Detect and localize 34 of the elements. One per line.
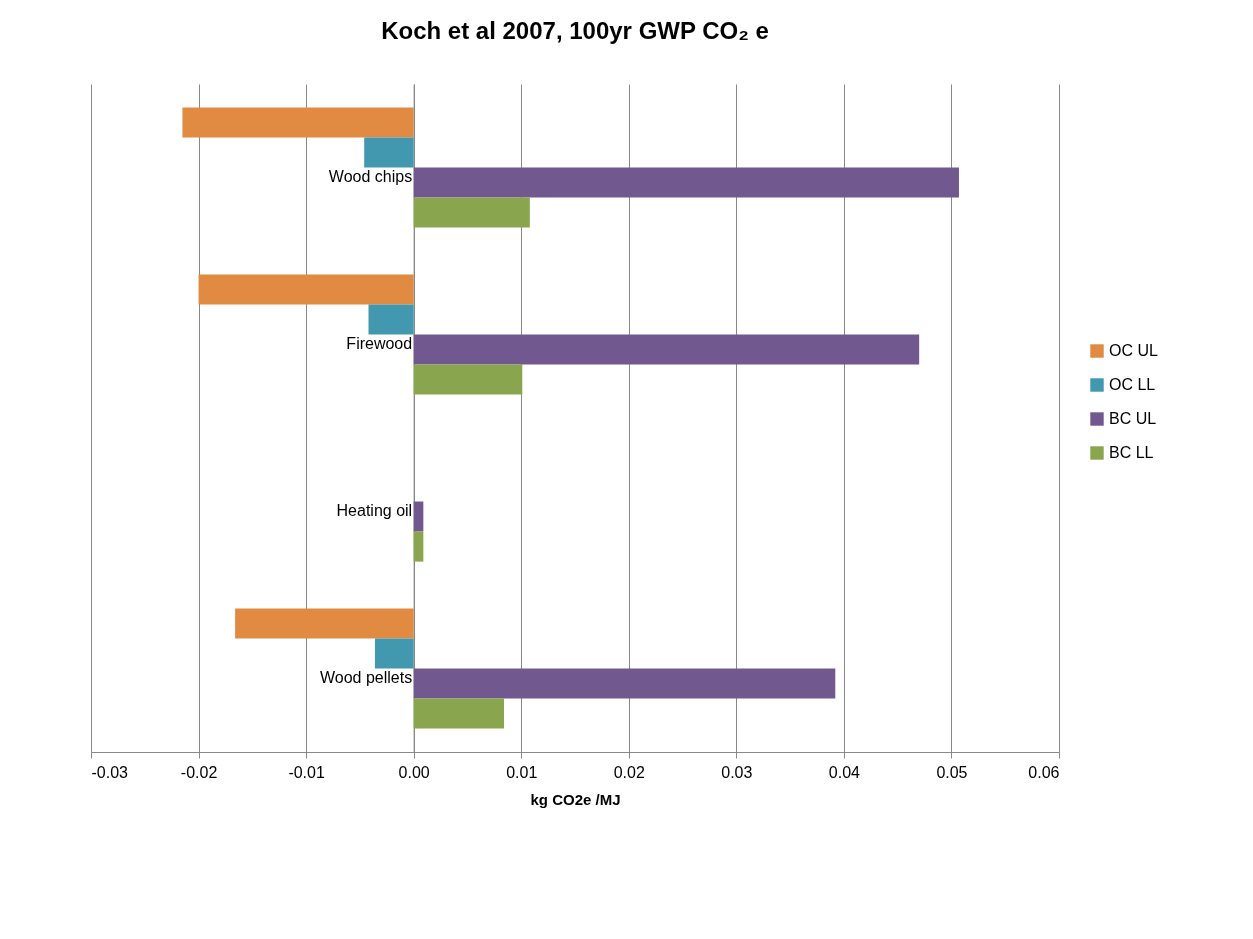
y-tick-label: Heating oil	[336, 501, 413, 519]
y-tick-label: Firewood	[346, 334, 413, 352]
x-tick-label: -0.01	[288, 763, 325, 781]
y-tick-label: Wood chips	[328, 167, 413, 185]
x-tick-label: 0.02	[613, 763, 645, 781]
bar	[413, 698, 505, 729]
x-tick-label: 0.05	[936, 763, 968, 781]
bar	[413, 501, 424, 532]
x-tick-label: 0.00	[398, 763, 430, 781]
bar	[413, 167, 959, 198]
legend-label: OC UL	[1109, 342, 1158, 359]
bar	[413, 668, 836, 699]
x-tick-label: -0.03	[91, 763, 129, 781]
bar	[368, 304, 414, 335]
bar	[364, 137, 414, 168]
x-tick-label: 0.06	[1028, 763, 1060, 781]
x-tick-label: 0.04	[828, 763, 861, 781]
bar	[374, 638, 414, 669]
bar	[198, 274, 414, 305]
legend-label: OC LL	[1109, 376, 1156, 393]
bar	[413, 334, 920, 365]
bar	[413, 197, 530, 228]
bar	[413, 364, 523, 395]
x-axis-title: kg CO2e /MJ	[530, 790, 621, 808]
x-tick-label: 0.01	[506, 763, 538, 781]
bar	[182, 107, 414, 138]
chart-title: Koch et al 2007, 100yr GWP CO₂ e	[381, 17, 769, 44]
x-tick-label: 0.03	[721, 763, 753, 781]
legend-label: BC UL	[1109, 410, 1157, 427]
x-tick-label: -0.02	[180, 763, 218, 781]
legend-label: BC LL	[1109, 444, 1154, 461]
bar	[235, 608, 414, 639]
bar	[413, 531, 424, 562]
y-tick-label: Wood pellets	[319, 668, 413, 686]
